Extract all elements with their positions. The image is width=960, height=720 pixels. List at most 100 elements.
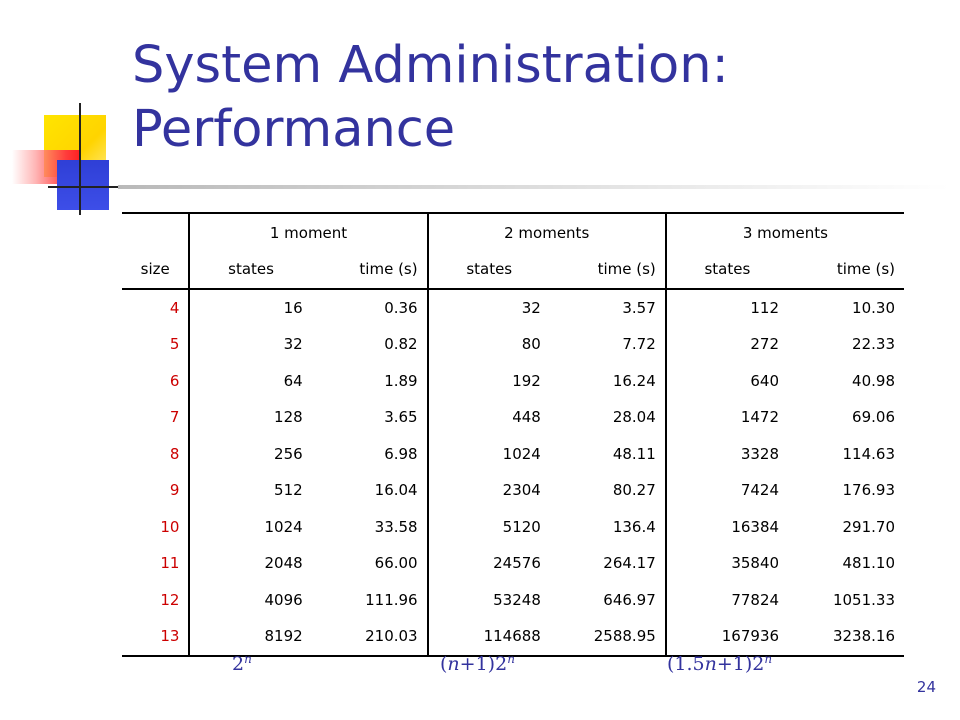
decorative-vertical-line <box>79 103 81 215</box>
cell-states-3-moments: 3328 <box>740 444 780 463</box>
cell-states-1-moment: 16 <box>283 298 303 317</box>
formula-3-moments: (1.5n+1)2n <box>667 652 772 675</box>
cell-states-1-moment: 4096 <box>264 590 303 609</box>
cell-states-3-moments: 16384 <box>731 517 780 536</box>
table-row: 7 128 3.65 448 28.04 1472 69.06 <box>122 399 904 436</box>
cell-states-3-moments: 640 <box>750 371 780 390</box>
cell-time-1-moment: 66.00 <box>311 545 429 582</box>
table-row: 4 16 0.36 32 3.57 112 10.30 <box>122 288 904 326</box>
cell-time-3-moments: 114.63 <box>842 444 896 463</box>
formula-3-exponent: n <box>764 652 773 666</box>
cell-size: 13 <box>122 618 191 657</box>
formula-2-variable: n <box>447 653 460 675</box>
table-row: 5 32 0.82 80 7.72 272 22.33 <box>122 326 904 363</box>
cell-states-1-moment: 8192 <box>189 618 312 657</box>
cell-time-3-moments: 481.10 <box>842 554 896 573</box>
cell-states-3-moments: 1472 <box>740 408 780 427</box>
group-header-empty <box>122 212 191 251</box>
cell-time-3-moments: 291.70 <box>842 517 896 536</box>
cell-time-2-moments: 80.27 <box>549 472 667 509</box>
cell-time-3-moments: 10.30 <box>852 298 895 317</box>
cell-size: 5 <box>122 326 191 363</box>
cell-time-2-moments: 16.24 <box>549 362 667 399</box>
cell-states-3-moments: 167936 <box>665 618 789 657</box>
cell-time-2-moments: 646.97 <box>549 581 667 618</box>
cell-time-3-moments: 3238.16 <box>788 618 904 657</box>
group-header-1-moment: 1 moment <box>189 212 429 251</box>
cell-states-3-moments: 272 <box>750 335 780 354</box>
table-row: 12 4096 111.96 53248 646.97 77824 1051.33 <box>122 581 904 618</box>
table-row: 9 512 16.04 2304 80.27 7424 176.93 <box>122 472 904 509</box>
cell-time-2-moments: 48.11 <box>549 435 667 472</box>
cell-time-2-moments: 264.17 <box>549 545 667 582</box>
cell-time-3-moments: 1051.33 <box>832 590 895 609</box>
formula-2-exponent: n <box>507 652 515 666</box>
formula-3-variable: n <box>704 653 717 675</box>
decorative-horizontal-line <box>48 186 126 188</box>
column-header-time: time (s) <box>311 251 429 290</box>
cell-states-2-moments: 5120 <box>502 517 541 536</box>
cell-size: 4 <box>122 288 191 326</box>
cell-states-3-moments: 112 <box>750 298 780 317</box>
cell-states-1-moment: 1024 <box>264 517 303 536</box>
cell-states-1-moment: 256 <box>274 444 303 463</box>
cell-states-2-moments: 80 <box>521 335 541 354</box>
cell-time-1-moment: 0.82 <box>311 326 429 363</box>
cell-states-2-moments: 2304 <box>502 481 541 500</box>
slide-title-line-2: Performance <box>132 100 456 159</box>
cell-states-2-moments: 53248 <box>493 590 541 609</box>
cell-time-3-moments: 22.33 <box>852 335 895 354</box>
formula-1-exponent: n <box>244 652 252 666</box>
cell-states-3-moments: 35840 <box>731 554 780 573</box>
column-header-states: states <box>189 251 312 290</box>
cell-time-2-moments: 136.4 <box>549 508 667 545</box>
column-header-time: time (s) <box>788 251 904 290</box>
cell-states-2-moments: 192 <box>512 371 541 390</box>
cell-size: 11 <box>122 545 191 582</box>
table-row: 6 64 1.89 192 16.24 640 40.98 <box>122 362 904 399</box>
table-row: 8 256 6.98 1024 48.11 3328 114.63 <box>122 435 904 472</box>
cell-states-2-moments: 114688 <box>427 618 550 657</box>
cell-time-2-moments: 7.72 <box>549 326 667 363</box>
cell-time-3-moments: 40.98 <box>852 371 895 390</box>
cell-size: 9 <box>122 472 191 509</box>
slide-title: System Administration: Performance <box>132 34 932 162</box>
cell-time-1-moment: 16.04 <box>311 472 429 509</box>
cell-size: 10 <box>122 508 191 545</box>
column-header-states: states <box>427 251 550 290</box>
page-number: 24 <box>916 678 936 696</box>
cell-size: 12 <box>122 581 191 618</box>
cell-states-3-moments: 7424 <box>740 481 780 500</box>
cell-states-2-moments: 1024 <box>502 444 541 463</box>
column-header-time: time (s) <box>549 251 667 290</box>
cell-time-2-moments: 2588.95 <box>549 618 667 657</box>
cell-time-3-moments: 69.06 <box>852 408 895 427</box>
cell-time-3-moments: 176.93 <box>842 481 896 500</box>
table-body: 4 16 0.36 32 3.57 112 10.30 5 32 0.82 80 7.72 272 22.… <box>122 288 904 657</box>
decorative-blue-square <box>57 160 109 210</box>
cell-states-1-moment: 64 <box>283 371 303 390</box>
performance-table: 1 moment 2 moments 3 moments size states… <box>122 212 904 657</box>
table-row: 10 1024 33.58 5120 136.4 16384 291.70 <box>122 508 904 545</box>
table-row: 11 2048 66.00 24576 264.17 35840 481.10 <box>122 545 904 582</box>
formula-1-base: 2 <box>232 653 245 675</box>
formula-2-open: ( <box>440 653 448 675</box>
slide-title-line-1: System Administration: <box>132 36 729 95</box>
group-header-row: 1 moment 2 moments 3 moments <box>122 212 904 251</box>
cell-size: 6 <box>122 362 191 399</box>
cell-states-1-moment: 512 <box>274 481 303 500</box>
cell-states-2-moments: 32 <box>521 298 541 317</box>
cell-time-2-moments: 3.57 <box>549 288 667 326</box>
cell-time-1-moment: 6.98 <box>311 435 429 472</box>
column-header-size: size <box>122 251 191 290</box>
cell-size: 8 <box>122 435 191 472</box>
cell-states-1-moment: 128 <box>274 408 303 427</box>
group-header-3-moments: 3 moments <box>665 212 904 251</box>
title-underline-rule <box>118 185 950 189</box>
column-header-states: states <box>665 251 789 290</box>
cell-time-1-moment: 210.03 <box>311 618 429 657</box>
cell-states-1-moment: 2048 <box>264 554 303 573</box>
formula-1-moment: 2n <box>232 652 252 675</box>
cell-time-1-moment: 3.65 <box>311 399 429 436</box>
table-row: 13 8192 210.03 114688 2588.95 167936 3238.16 <box>122 618 904 657</box>
